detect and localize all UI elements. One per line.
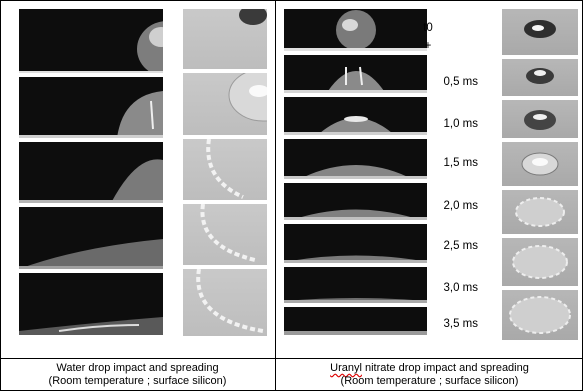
water-side-frame-1 [19, 9, 163, 73]
time-label-plus: + [424, 40, 432, 52]
water-top-frame-5 [183, 269, 267, 336]
uranyl-top-frame-3 [502, 100, 578, 138]
caption-water-line2: (Room temperature ; surface silicon) [48, 375, 227, 387]
time-label-3-0ms: 3,0 ms [443, 282, 478, 294]
time-label-3-5ms: 3,5 ms [443, 318, 478, 330]
water-side-frame-2 [19, 77, 163, 138]
uranyl-side-frame-8 [284, 307, 427, 335]
caption-water: Water drop impact and spreading (Room te… [0, 362, 275, 388]
caption-water-line1: Water drop impact and spreading [56, 362, 219, 374]
uranyl-top-frame-6 [502, 238, 578, 286]
time-label-0-5ms: 0,5 ms [443, 76, 478, 88]
caption-uranyl-word: Uranyl [330, 362, 362, 374]
time-label-2-0ms: 2,0 ms [443, 200, 478, 212]
uranyl-side-frame-6 [284, 224, 427, 263]
uranyl-top-frame-5 [502, 190, 578, 234]
time-label-t0: t0 [423, 22, 433, 34]
time-label-1-5ms: 1,5 ms [443, 157, 478, 169]
water-top-frame-1 [183, 9, 267, 69]
column-divider [275, 0, 276, 391]
uranyl-top-frame-1 [502, 9, 578, 55]
uranyl-side-frame-4 [284, 139, 427, 179]
time-label-2-5ms: 2,5 ms [443, 240, 478, 252]
time-label-1-0ms: 1,0 ms [443, 118, 478, 130]
caption-uranyl: Uranyl nitrate drop impact and spreading… [276, 362, 583, 388]
uranyl-top-frame-4 [502, 142, 578, 186]
caption-uranyl-line2: (Room temperature ; surface silicon) [340, 375, 519, 387]
uranyl-top-frame-2 [502, 59, 578, 96]
water-top-frame-4 [183, 204, 267, 265]
caption-uranyl-rest: nitrate drop impact and spreading [361, 362, 529, 374]
uranyl-side-frame-5 [284, 183, 427, 220]
uranyl-side-frame-1 [284, 9, 427, 51]
water-side-frame-4 [19, 207, 163, 269]
water-top-frame-2 [183, 73, 267, 135]
uranyl-side-frame-3 [284, 97, 427, 135]
caption-divider [0, 358, 583, 359]
uranyl-top-frame-7 [502, 290, 578, 340]
water-side-frame-5 [19, 273, 163, 335]
uranyl-side-frame-7 [284, 267, 427, 303]
water-side-frame-3 [19, 142, 163, 203]
caption-uranyl-line1: Uranyl nitrate drop impact and spreading [276, 362, 583, 375]
water-top-frame-3 [183, 139, 267, 200]
uranyl-side-frame-2 [284, 55, 427, 93]
